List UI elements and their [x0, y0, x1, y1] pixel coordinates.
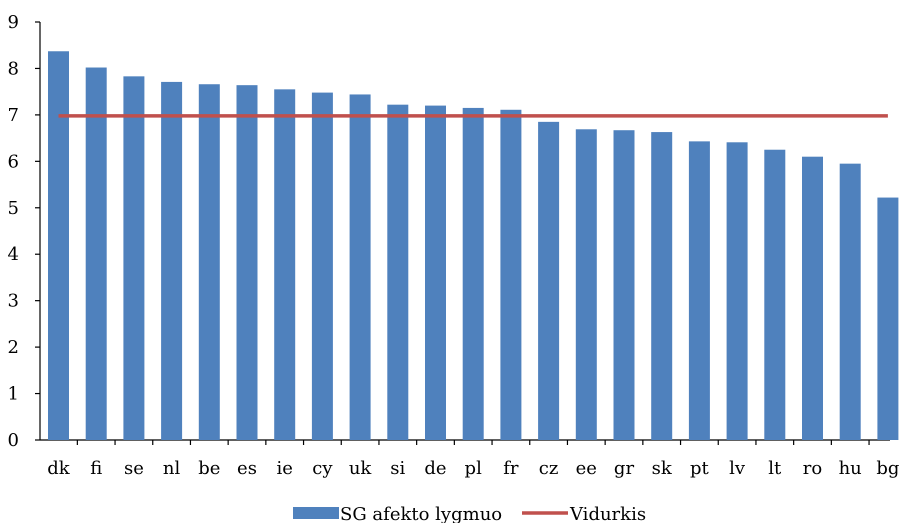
bar-uk	[349, 94, 371, 440]
y-tick-label: 5	[8, 198, 19, 219]
bar-nl	[161, 81, 183, 440]
bar-dk	[48, 51, 69, 440]
x-tick-label-se: se	[124, 458, 144, 479]
x-tick-label-de: de	[424, 458, 446, 479]
bar-cz	[538, 121, 560, 440]
x-tick-label-pt: pt	[690, 458, 710, 479]
x-tick-label-pl: pl	[465, 458, 483, 479]
axes: 0 1 2 3 4 5 6 7 8 9 dk fi se nl be es ie cy uk si de pl fr cz ee…	[8, 12, 900, 479]
y-tick-label: 7	[8, 105, 19, 126]
x-tick-label-ee: ee	[576, 458, 597, 479]
legend-swatch-bar	[293, 507, 339, 519]
y-tick-label: 2	[8, 337, 19, 358]
x-tick-label-dk: dk	[47, 458, 71, 479]
bar-be	[198, 84, 220, 440]
bar-sk	[651, 132, 673, 440]
x-tick-label-es: es	[237, 458, 257, 479]
y-tick-label: 3	[8, 291, 19, 312]
y-tick-label: 9	[8, 12, 19, 33]
legend-label-bar: SG afekto lygmuo	[340, 504, 502, 523]
x-tick-label-lt: lt	[768, 458, 782, 479]
bar-pt	[688, 141, 710, 440]
y-tick-label: 4	[8, 244, 19, 265]
x-tick-label-ie: ie	[276, 458, 292, 479]
bar-ro	[802, 156, 823, 440]
bar-de	[425, 105, 446, 440]
x-tick-label-be: be	[198, 458, 220, 479]
y-tick-label: 6	[8, 151, 19, 172]
bar-lv	[726, 142, 748, 440]
bar-bg	[877, 197, 899, 440]
bar-fi	[85, 67, 107, 440]
bar-pl	[462, 107, 484, 440]
y-tick-label: 8	[8, 58, 19, 79]
x-tick-label-cy: cy	[312, 458, 333, 479]
bar-se	[123, 76, 145, 440]
bar-cy	[311, 92, 333, 441]
x-tick-label-uk: uk	[349, 458, 373, 479]
bars	[48, 51, 899, 441]
bar-si	[387, 104, 409, 440]
x-tick-label-sk: sk	[652, 458, 673, 479]
legend-label-line: Vidurkis	[569, 504, 646, 523]
bar-hu	[839, 163, 861, 440]
x-tick-label-nl: nl	[163, 458, 181, 479]
bar-fr	[500, 109, 522, 440]
bar-gr	[613, 130, 635, 440]
bar-lt	[764, 149, 786, 440]
legend: SG afekto lygmuo Vidurkis	[293, 504, 646, 523]
y-tick-label: 1	[8, 384, 19, 405]
y-tick-label: 0	[8, 430, 19, 451]
x-tick-label-hu: hu	[839, 458, 862, 479]
bar-ee	[575, 129, 597, 440]
x-tick-label-fi: fi	[90, 458, 102, 479]
x-tick-label-cz: cz	[539, 458, 559, 479]
x-tick-label-ro: ro	[803, 458, 822, 479]
x-tick-label-gr: gr	[614, 458, 635, 479]
x-tick-label-lv: lv	[729, 458, 746, 479]
bar-ie	[274, 89, 296, 440]
x-tick-label-bg: bg	[876, 458, 899, 479]
x-tick-label-fr: fr	[503, 458, 519, 479]
x-tick-label-si: si	[390, 458, 405, 479]
bar-es	[236, 85, 258, 441]
